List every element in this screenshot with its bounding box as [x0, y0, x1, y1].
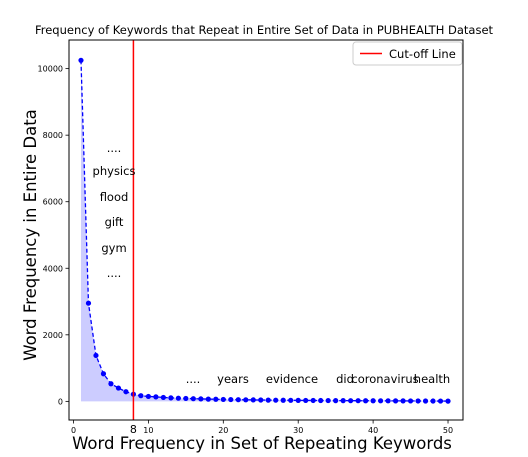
data-point	[318, 397, 324, 404]
data-point	[333, 398, 339, 404]
data-point	[355, 398, 361, 404]
annotation-right-word: health	[414, 372, 450, 386]
plot-frame	[68, 39, 464, 421]
x-tick-label: 40	[368, 426, 378, 435]
annotations: .... physics flood gift gym........ years evid…	[93, 141, 451, 386]
data-point	[437, 398, 444, 404]
data-point	[85, 300, 92, 306]
legend: Cut-off Line	[352, 41, 463, 66]
data-point	[325, 397, 331, 404]
data-point	[220, 396, 226, 403]
data-point	[265, 397, 271, 403]
data-point	[288, 397, 294, 403]
annotation-left-word: ....	[107, 266, 122, 280]
data-point	[385, 398, 391, 404]
y-tick-label: 4000	[43, 264, 63, 273]
annotation-left-word: ....	[107, 141, 122, 155]
data-point	[422, 398, 429, 404]
data-point	[123, 389, 129, 395]
data-point	[213, 396, 219, 402]
data-point	[378, 398, 384, 404]
data-point	[258, 397, 264, 403]
y-axis-ticks: 0 2000 4000 6000 8000 10000	[38, 65, 69, 406]
data-point	[78, 57, 84, 63]
x-tick-label: 10	[143, 426, 153, 435]
data-point	[392, 398, 399, 404]
data-point	[93, 352, 99, 359]
data-point	[153, 394, 159, 400]
data-point	[168, 395, 174, 401]
data-point	[115, 385, 122, 391]
data-point	[190, 396, 196, 402]
y-tick-label: 10000	[38, 65, 63, 74]
data-point	[370, 398, 376, 404]
data-point	[400, 398, 406, 404]
area-fill	[80, 60, 449, 402]
data-point	[363, 398, 369, 404]
y-tick-label: 0	[58, 397, 63, 406]
data-point	[198, 396, 204, 402]
data-point	[175, 395, 181, 401]
x-axis-ticks: 0 10 20 30 40 50	[71, 420, 453, 435]
data-point	[415, 398, 421, 404]
data-point	[340, 398, 346, 404]
y-tick-label: 2000	[43, 331, 63, 340]
chart-title: Frequency of Keywords that Repeat in Ent…	[35, 23, 494, 37]
series-markers	[78, 57, 451, 404]
annotation-left-word: flood	[100, 190, 129, 204]
x-tick-label: 30	[293, 426, 303, 435]
data-point	[100, 371, 107, 377]
cutoff-tick-label: 8	[130, 423, 137, 436]
data-point	[348, 398, 354, 404]
data-point	[145, 393, 151, 400]
data-point	[108, 381, 114, 387]
x-tick-label: 50	[443, 426, 453, 435]
data-point	[228, 396, 234, 403]
plot-area: .... physics flood gift gym........ years evid…	[78, 40, 451, 420]
annotation-right-word: coronavirus	[351, 372, 418, 386]
data-point	[303, 397, 309, 404]
data-point	[310, 397, 316, 404]
y-axis-label: Word Frequency in Entire Data	[21, 109, 40, 361]
data-point	[243, 397, 249, 403]
annotation-right-word: ....	[186, 372, 201, 386]
data-point	[273, 397, 279, 403]
legend-label-cutoff: Cut-off Line	[389, 47, 456, 61]
data-point	[205, 396, 211, 402]
data-point	[183, 395, 189, 402]
x-tick-label: 20	[218, 426, 228, 435]
data-point	[445, 398, 451, 404]
data-point	[250, 397, 256, 403]
data-point	[160, 394, 166, 401]
data-point	[235, 397, 241, 403]
y-tick-label: 8000	[43, 131, 63, 140]
y-tick-label: 6000	[43, 198, 63, 207]
series-line	[80, 60, 449, 402]
annotation-right-word: years	[217, 372, 249, 386]
data-point	[138, 393, 144, 399]
annotation-left-word: gift	[105, 215, 124, 229]
x-tick-label: 0	[71, 426, 76, 435]
data-point	[295, 397, 301, 403]
annotation-left-word: physics	[93, 164, 136, 178]
data-point	[407, 398, 414, 404]
annotation-left-word: gym	[101, 241, 126, 255]
data-point	[280, 397, 286, 403]
data-point	[430, 398, 436, 404]
annotation-right-word: evidence	[266, 372, 318, 386]
legend-box	[352, 41, 463, 66]
annotation-right-word: did	[336, 372, 354, 386]
x-axis-label: Word Frequency in Set of Repeating Keywo…	[72, 434, 452, 453]
